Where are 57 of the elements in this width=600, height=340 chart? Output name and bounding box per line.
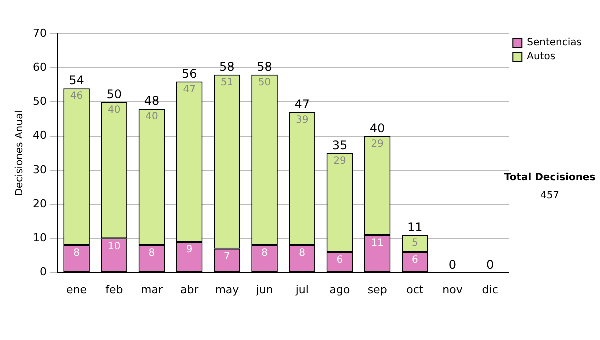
y-tick-label: 0 [40, 266, 47, 279]
data-label: 10 [108, 241, 121, 252]
data-label: 29 [334, 156, 346, 167]
data-label: 5 [412, 238, 418, 249]
data-label: 47 [183, 84, 196, 96]
data-label: 6 [412, 254, 418, 266]
x-tick-label: jul [294, 283, 309, 296]
data-label: 8 [262, 248, 268, 260]
total-label: 56 [182, 66, 198, 81]
data-label: 8 [74, 248, 80, 260]
legend-label: Autos [527, 52, 556, 63]
data-label: 50 [258, 78, 272, 89]
data-label: 8 [148, 248, 156, 260]
data-label: 46 [70, 91, 84, 102]
data-label: 39 [296, 115, 309, 126]
data-label: 6 [336, 254, 344, 266]
total-label: 0 [486, 258, 494, 272]
total-label: 50 [106, 87, 122, 102]
y-tick-label: 20 [32, 197, 47, 210]
total-label: 40 [370, 121, 386, 136]
y-axis-title: Decisiones Anual [14, 110, 26, 196]
annotation: Total Decisiones [504, 172, 596, 184]
data-label: 40 [108, 104, 121, 116]
y-tick-label: 50 [32, 95, 47, 108]
total-label: 54 [69, 74, 84, 88]
total-label: 47 [294, 98, 310, 112]
total-label: 58 [220, 60, 235, 74]
total-label: 11 [408, 220, 423, 234]
total-label: 58 [257, 60, 272, 74]
x-tick-label: sep [368, 283, 388, 296]
y-tick-label: 70 [32, 26, 47, 40]
y-tick-label: 40 [32, 129, 47, 142]
x-tick-label: abr [180, 283, 200, 296]
legend-label: Sentencias [527, 38, 582, 49]
x-tick-label: ene [66, 283, 88, 296]
total-label: 35 [332, 138, 348, 153]
text: 457 [540, 190, 560, 202]
data-label: 40 [146, 112, 158, 123]
x-tick-label: may [215, 283, 240, 296]
data-label: 11 [371, 238, 384, 249]
total-label: 48 [144, 94, 160, 108]
x-tick-label: mar [140, 283, 164, 296]
y-tick-label: 10 [32, 232, 47, 245]
data-label: 7 [224, 252, 230, 263]
x-tick-label: nov [442, 283, 464, 296]
data-label: 29 [371, 138, 384, 150]
total-label: 0 [448, 258, 457, 272]
x-tick-label: oct [406, 283, 424, 296]
x-tick-label: ago [330, 283, 350, 296]
x-tick-label: jun [255, 283, 274, 296]
x-tick-label: dic [482, 283, 498, 296]
data-label: 9 [186, 244, 193, 256]
data-label: 51 [220, 78, 234, 89]
data-label: 8 [299, 248, 306, 260]
x-tick-label: feb [106, 283, 124, 296]
y-tick-label: 30 [32, 163, 47, 176]
y-tick-label: 60 [32, 60, 47, 74]
